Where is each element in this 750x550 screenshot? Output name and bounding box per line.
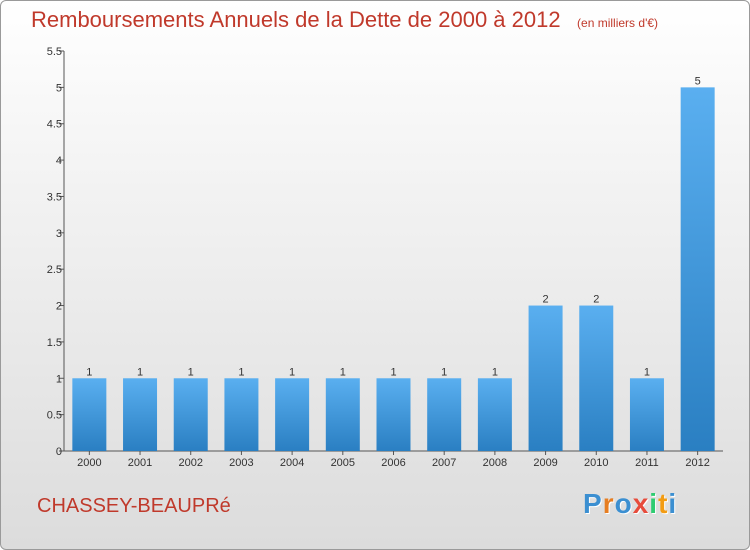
bar	[224, 378, 259, 451]
chart-subtitle: (en milliers d'€)	[577, 16, 659, 30]
y-tick-label: 5.5	[47, 46, 62, 58]
bar	[680, 87, 715, 451]
y-tick-label: 0	[56, 446, 62, 458]
data-label: 1	[340, 366, 346, 378]
chart-title-block: Remboursements Annuels de la Dette de 20…	[31, 7, 658, 33]
bar	[173, 378, 208, 451]
y-tick-label: 3.5	[47, 191, 62, 203]
brand-letter: x	[632, 488, 650, 519]
data-label: 5	[695, 75, 701, 87]
y-tick-label: 3	[56, 228, 62, 240]
bar	[629, 378, 664, 451]
x-tick-label: 2010	[584, 457, 608, 469]
x-tick-label: 2005	[331, 457, 355, 469]
brand-letter: t	[658, 488, 669, 519]
bar	[427, 378, 462, 451]
bar	[275, 378, 310, 451]
data-label: 1	[441, 366, 447, 378]
y-tick-label: 4	[56, 155, 62, 167]
commune-name: CHASSEY-BEAUPRé	[37, 495, 231, 517]
data-label: 1	[644, 366, 650, 378]
y-tick-label: 2.5	[47, 264, 62, 276]
bar	[528, 305, 563, 451]
brand-letter: o	[614, 488, 633, 519]
x-tick-label: 2000	[77, 457, 101, 469]
brand-logo: Proxiti	[583, 488, 677, 520]
x-tick-label: 2002	[178, 457, 202, 469]
y-tick-label: 5	[56, 82, 62, 94]
data-label: 2	[593, 294, 599, 306]
bar	[123, 378, 158, 451]
data-label: 1	[289, 366, 295, 378]
y-tick-label: 1	[56, 373, 62, 385]
x-tick-label: 2003	[229, 457, 253, 469]
brand-letter: i	[668, 488, 678, 519]
data-label: 2	[543, 294, 549, 306]
data-label: 1	[492, 366, 498, 378]
data-label: 1	[238, 366, 244, 378]
x-tick-label: 2004	[280, 457, 304, 469]
brand-letter: r	[602, 488, 615, 519]
brand-letter: i	[649, 488, 659, 519]
y-tick-label: 1.5	[47, 337, 62, 349]
bar	[325, 378, 360, 451]
chart-title: Remboursements Annuels de la Dette de 20…	[31, 7, 561, 32]
x-tick-label: 2001	[128, 457, 152, 469]
y-tick-label: 0.5	[47, 410, 62, 422]
y-tick-label: 4.5	[47, 119, 62, 131]
x-tick-label: 2012	[685, 457, 709, 469]
data-label: 1	[86, 366, 92, 378]
bar	[477, 378, 512, 451]
x-tick-label: 2008	[483, 457, 507, 469]
bar	[72, 378, 107, 451]
x-tick-label: 2011	[635, 457, 659, 469]
x-tick-label: 2006	[381, 457, 405, 469]
brand-letter: P	[583, 488, 603, 519]
y-tick-label: 2	[56, 301, 62, 313]
data-label: 1	[188, 366, 194, 378]
bar	[376, 378, 411, 451]
data-label: 1	[137, 366, 143, 378]
bar	[579, 305, 614, 451]
x-tick-label: 2007	[432, 457, 456, 469]
data-label: 1	[390, 366, 396, 378]
x-tick-label: 2009	[533, 457, 557, 469]
